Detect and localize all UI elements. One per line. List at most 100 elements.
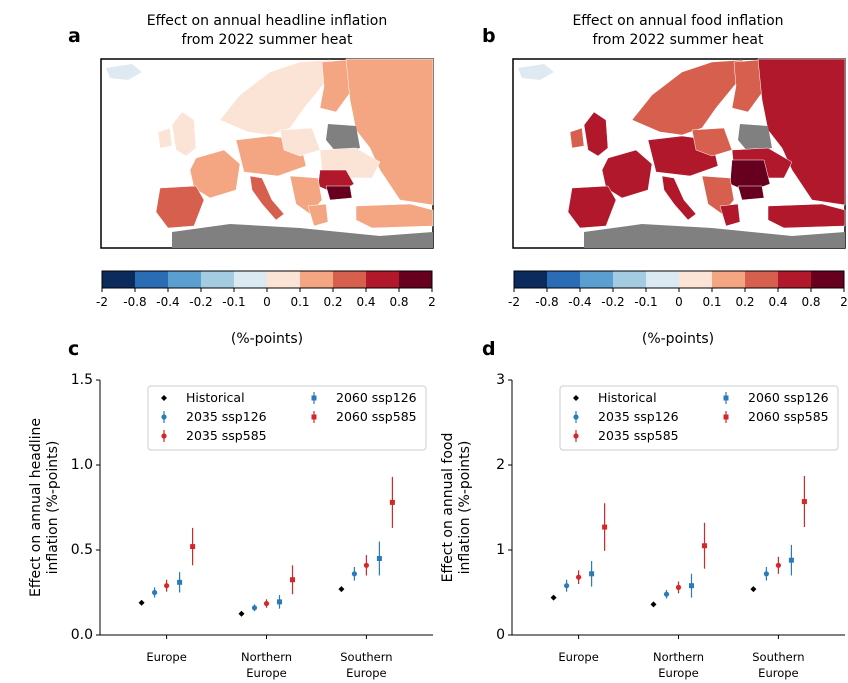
y-axis-label-line1: Effect on annual food [440, 433, 456, 583]
colorbar-tick-label: -2 [508, 295, 520, 309]
colorbar-tick-label: -0.8 [535, 295, 558, 309]
panel-a-title-line1: Effect on annual headline inflation [147, 13, 387, 29]
data-point [190, 544, 196, 550]
y-tick-label: 2 [496, 457, 505, 473]
data-point [650, 601, 657, 608]
colorbar-tick-label: 0.1 [290, 295, 309, 309]
colorbar-tick-label: -0.8 [123, 295, 146, 309]
colorbar-tick-label: 0.4 [768, 295, 787, 309]
y-axis-label-line2: inflation (%-points) [45, 441, 61, 575]
colorbar-segment [580, 271, 613, 288]
plot-food-inflation: 0 1 2 3 Effect on annual food inflation (%-po… [440, 372, 845, 680]
x-tick-label: Europe [146, 650, 186, 664]
legend-marker [311, 414, 317, 420]
panel-b-title-line2: from 2022 summer heat [593, 32, 764, 48]
data-point [138, 599, 145, 606]
map-region-turkey [355, 203, 434, 229]
colorbar-a: -2 -0.8 -0.4 -0.2 -0.1 0 0.1 0.2 0.4 0.8 2 [96, 270, 436, 309]
map-region-ireland [569, 127, 585, 149]
map-food-inflation [512, 58, 846, 249]
x-tick-label: Northern [653, 650, 704, 664]
map-region-iceland [518, 64, 554, 80]
colorbar-segment [547, 271, 580, 288]
data-point [177, 579, 183, 585]
colorbar-segment [135, 271, 168, 288]
legend-marker [311, 395, 317, 401]
data-point [251, 605, 258, 611]
y-tick-label: 0.5 [71, 542, 93, 558]
map-region-uk [171, 111, 197, 157]
panel-b-label: b [482, 25, 496, 47]
colorbar-tick-label: 0.1 [702, 295, 721, 309]
legend-marker [723, 395, 729, 401]
data-point [389, 499, 395, 505]
x-tick-label: Northern [241, 650, 292, 664]
x-tick-label: Southern [752, 650, 804, 664]
data-point [602, 524, 608, 530]
colorbar-segment [168, 271, 201, 288]
colorbar-tick-label: -0.2 [601, 295, 624, 309]
colorbar-tick-label: -0.1 [634, 295, 657, 309]
legend-box [559, 385, 839, 451]
colorbar-a-unit-label: (%-points) [231, 331, 303, 347]
legend-marker [161, 395, 167, 401]
legend-label: 2035 ssp585 [598, 428, 679, 443]
colorbar-tick-label: 0.4 [356, 295, 375, 309]
map-region-france [189, 149, 241, 199]
legend-marker [161, 414, 167, 420]
colorbar-segment [201, 271, 234, 288]
colorbar-tick-label: 0.8 [389, 295, 408, 309]
map-region-north-africa-nodata [172, 224, 433, 248]
map-region-iberia [155, 185, 205, 229]
map-region-greece [307, 203, 329, 227]
y-tick-label: 3 [496, 372, 505, 388]
colorbar-segment [267, 271, 300, 288]
x-tick-label: Europe [658, 666, 698, 680]
data-point [702, 543, 707, 549]
data-point [263, 600, 270, 607]
x-tick-label: Europe [558, 650, 598, 664]
legend-label: Historical [598, 390, 657, 405]
colorbar-segment [679, 271, 712, 288]
data-point [788, 557, 794, 563]
data-point [376, 556, 382, 561]
colorbar-b: -2 -0.8 -0.4 -0.2 -0.1 0 0.1 0.2 0.4 0.8 2 [508, 270, 848, 309]
data-point [290, 577, 295, 583]
map-region-bulgaria [325, 185, 353, 201]
colorbar-tick-label: 0.2 [323, 295, 342, 309]
data-point [351, 571, 357, 577]
colorbar-tick-label: -0.1 [222, 295, 245, 309]
data-point [689, 583, 694, 589]
data-point [775, 562, 782, 568]
map-region-uk [583, 111, 609, 157]
colorbar-segment [745, 271, 778, 288]
data-point [238, 610, 245, 617]
x-tick-label: Europe [246, 666, 286, 680]
colorbar-segment [399, 271, 432, 288]
panel-b-title-line1: Effect on annual food inflation [572, 13, 783, 29]
colorbar-segment [811, 271, 844, 288]
y-tick-label: 1 [496, 542, 505, 558]
data-point [152, 589, 158, 596]
map-region-belarus-nodata [738, 124, 772, 152]
colorbar-b-unit-label: (%-points) [642, 331, 714, 347]
map-region-russia [757, 58, 846, 206]
data-point [550, 594, 557, 601]
legend-marker [573, 395, 579, 401]
colorbar-tick-label: 0 [263, 295, 271, 309]
legend-box [147, 385, 427, 451]
legend-marker [573, 414, 579, 420]
y-tick-label: 0 [496, 627, 505, 643]
legend-label: 2035 ssp126 [598, 409, 679, 424]
colorbar-segment [646, 271, 679, 288]
data-point [164, 583, 170, 589]
data-point [589, 571, 595, 577]
colorbar-tick-label: 0 [675, 295, 683, 309]
map-region-italy [661, 175, 697, 221]
map-region-belarus-nodata [326, 124, 360, 152]
colorbar-tick-label: 2 [840, 295, 848, 309]
colorbar-segment [778, 271, 811, 288]
colorbar-segment [514, 271, 547, 288]
map-region-bulgaria [737, 185, 765, 201]
